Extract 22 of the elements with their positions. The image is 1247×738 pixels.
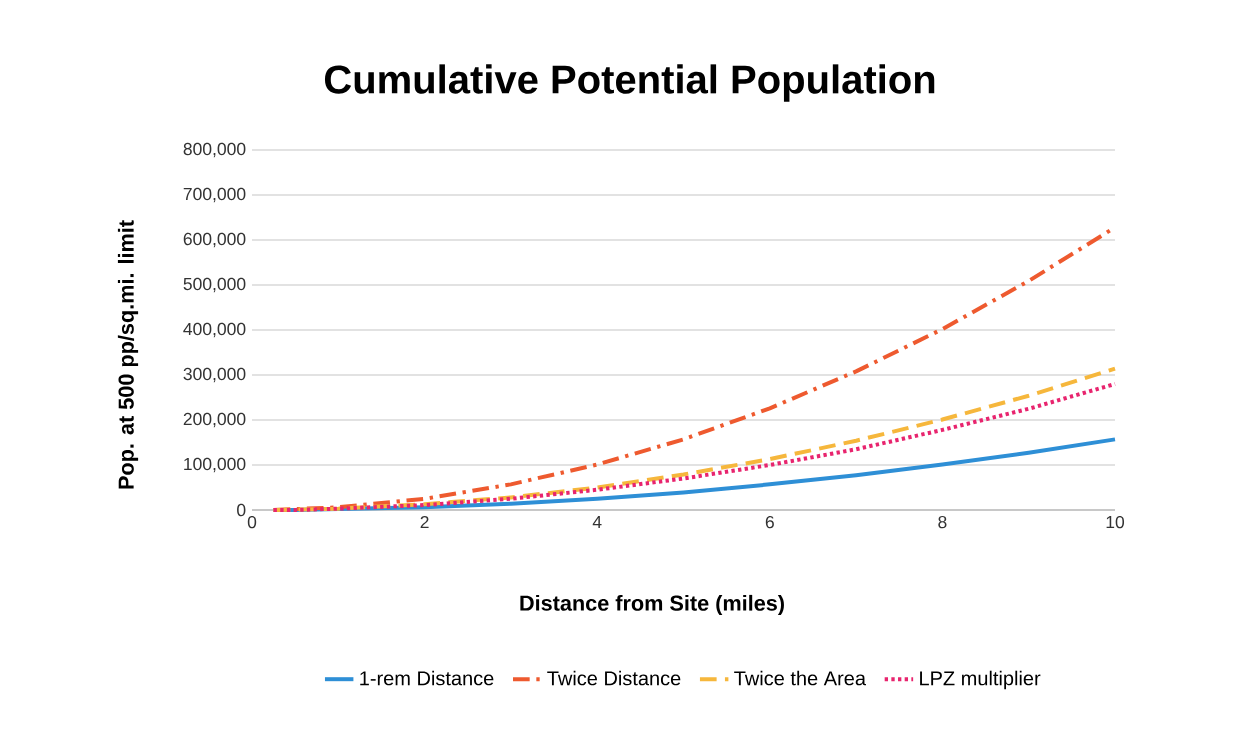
y-tick-label: 700,000 <box>183 187 246 203</box>
x-tick-label: 6 <box>765 515 774 529</box>
y-tick-label: 0 <box>237 503 246 517</box>
x-axis-title: Distance from Site (miles) <box>520 594 784 616</box>
x-tick-label: 4 <box>592 515 602 528</box>
x-tick-label: 2 <box>420 515 429 529</box>
y-tick-label: 800,000 <box>183 142 246 158</box>
y-tick-label: 400,000 <box>183 322 246 338</box>
x-tick-label: 0 <box>247 515 257 529</box>
y-tick-label: 200,000 <box>183 412 246 428</box>
y-tick-label: 600,000 <box>183 232 246 248</box>
chart-title: Cumulative Potential Population <box>324 64 935 102</box>
legend-label: Twice the Area <box>734 670 866 686</box>
legend-label: 1-rem Distance <box>360 670 494 686</box>
legend-label: Twice Distance <box>547 670 681 686</box>
y-tick-label: 500,000 <box>183 277 246 293</box>
y-tick-label: 100,000 <box>184 457 246 473</box>
legend-label: LPZ multiplier <box>920 670 1041 690</box>
y-axis-title: Pop. at 500 pp/sq.mi. limit <box>117 220 139 489</box>
x-tick-label: 8 <box>938 515 947 529</box>
y-tick-label: 300,000 <box>183 367 246 383</box>
x-tick-label: 10 <box>1106 515 1125 529</box>
